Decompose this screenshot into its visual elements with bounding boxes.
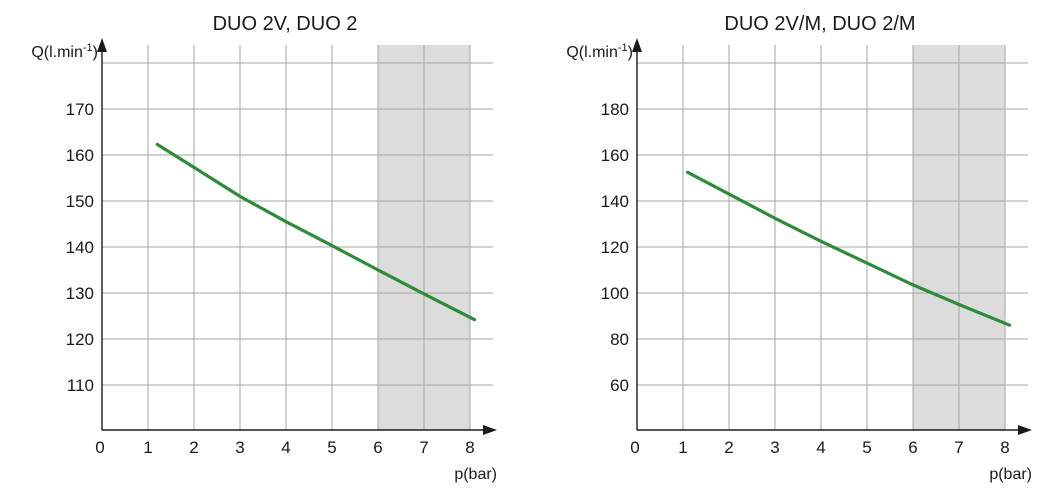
x-axis-label: p(bar) [989, 466, 1032, 483]
chart-title: DUO 2V, DUO 2 [213, 13, 358, 35]
y-tick-label: 120 [601, 238, 629, 257]
y-tick-label: 140 [66, 238, 94, 257]
series-line-1 [155, 142, 477, 322]
chart-panel-1: 0 1 2 3 4 5 6 7 8 110 120 130 140 150 160 170 DUO 2V, DU… [31, 13, 497, 483]
x-tick-label: 0 [630, 438, 639, 457]
chart-panel-2: 0 1 2 3 4 5 6 7 8 60 80 100 120 140 160 180 DUO 2V/M, DU… [566, 13, 1032, 483]
x-tick-label: 2 [724, 438, 733, 457]
x-tick-label: 7 [954, 438, 963, 457]
y-axis-label: Q(l.min-1) [566, 42, 633, 61]
y-tick-label: 80 [610, 330, 629, 349]
x-tick-label: 0 [95, 438, 104, 457]
x-tick-label: 4 [281, 438, 290, 457]
x-tick-label: 3 [235, 438, 244, 457]
y-tick-label: 100 [601, 284, 629, 303]
y-tick-label: 160 [601, 146, 629, 165]
x-tick-label: 8 [465, 438, 474, 457]
x-tick-label: 1 [678, 438, 687, 457]
x-tick-label: 2 [189, 438, 198, 457]
y-axis-arrow [97, 38, 107, 52]
y-tick-label: 180 [601, 100, 629, 119]
x-axis-arrow [1018, 425, 1032, 435]
x-tick-label: 6 [373, 438, 382, 457]
x-axis-arrow [483, 425, 497, 435]
series-line-1 [685, 170, 1012, 327]
x-tick-label: 8 [1000, 438, 1009, 457]
y-tick-label: 120 [66, 330, 94, 349]
x-tick-label: 4 [816, 438, 825, 457]
x-tick-label: 6 [908, 438, 917, 457]
y-axis-arrow [632, 38, 642, 52]
y-tick-label: 110 [67, 376, 94, 395]
y-tick-label: 160 [66, 146, 94, 165]
y-tick-label: 170 [66, 100, 94, 119]
y-tick-label: 60 [610, 376, 629, 395]
y-tick-label: 150 [66, 192, 94, 211]
y-tick-label: 130 [66, 284, 94, 303]
chart-title: DUO 2V/M, DUO 2/M [724, 13, 915, 35]
x-axis-label: p(bar) [454, 466, 497, 483]
y-tick-label: 140 [601, 192, 629, 211]
x-tick-label: 1 [143, 438, 152, 457]
y-axis-label: Q(l.min-1) [31, 42, 98, 61]
x-tick-label: 3 [770, 438, 779, 457]
x-tick-label: 5 [862, 438, 871, 457]
x-tick-label: 7 [419, 438, 428, 457]
x-tick-label: 5 [327, 438, 336, 457]
